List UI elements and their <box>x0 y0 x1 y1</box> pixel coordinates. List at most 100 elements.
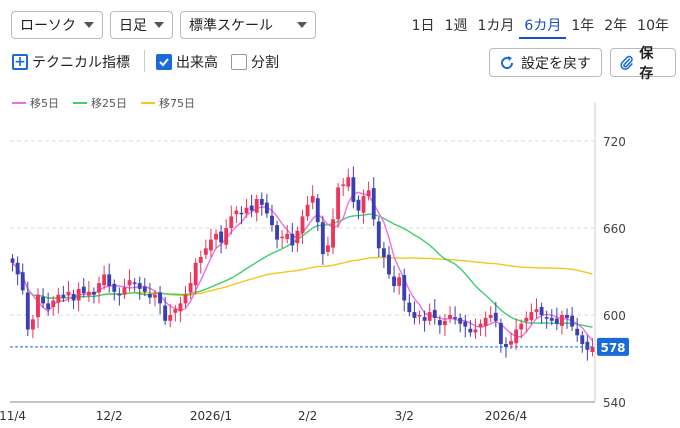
candle-body <box>56 294 61 303</box>
x-tick-label: 2026/1 <box>190 409 232 423</box>
tab-period-6m[interactable]: 6カ月 <box>519 15 567 39</box>
candle-body <box>71 293 76 301</box>
candle-body <box>264 202 269 214</box>
candle-body <box>549 317 554 321</box>
candle-body <box>432 309 437 318</box>
candle-body <box>107 274 112 286</box>
candle-body <box>168 315 173 321</box>
candle-body <box>188 283 193 293</box>
candle-body <box>468 328 473 333</box>
candle-body <box>407 302 412 313</box>
candles <box>10 166 595 361</box>
save-button[interactable]: 保存 <box>610 46 676 82</box>
candle-body <box>117 293 122 296</box>
candle-body <box>132 282 137 284</box>
candle-body <box>539 307 544 315</box>
divider <box>144 50 145 72</box>
candle-body <box>275 225 279 240</box>
candle-body <box>193 262 198 286</box>
candle-body <box>351 177 356 202</box>
chart-axes: 720 660 600 540 11/4 12/2 2026/1 2/2 3/2 2026/4 57… <box>0 102 629 423</box>
interval-select[interactable]: 日足 <box>110 11 173 39</box>
tab-period-1d[interactable]: 1日 <box>411 18 435 34</box>
tab-period-10y[interactable]: 10年 <box>637 18 669 34</box>
chart-type-value: ローソク <box>20 18 76 34</box>
candle-body <box>219 231 224 243</box>
y-tick-label: 720 <box>603 135 626 149</box>
volume-checkbox[interactable]: 出来高 <box>156 52 218 72</box>
candle-body <box>305 204 310 217</box>
candle-body <box>458 317 463 324</box>
chevron-down-icon <box>154 22 164 28</box>
candle-body <box>346 177 351 187</box>
tab-period-2y[interactable]: 2年 <box>604 18 628 34</box>
candle-body <box>448 315 452 319</box>
candle-body <box>356 199 361 211</box>
candle-body <box>381 248 386 257</box>
candle-body <box>473 329 478 333</box>
candle-body <box>392 276 396 286</box>
split-label: 分割 <box>251 55 279 71</box>
candle-body <box>483 317 488 326</box>
tab-period-1y[interactable]: 1年 <box>571 18 595 34</box>
candle-body <box>514 329 519 344</box>
volume-label: 出来高 <box>176 55 218 71</box>
candle-body <box>575 328 580 336</box>
candle-body <box>198 257 203 263</box>
candle-body <box>498 322 503 344</box>
technical-indicator-button[interactable]: + テクニカル指標 <box>12 52 130 72</box>
candle-body <box>61 294 66 298</box>
chart-type-select[interactable]: ローソク <box>11 11 103 39</box>
candle-body <box>102 274 107 286</box>
candle-body <box>259 199 264 205</box>
candle-body <box>488 315 493 318</box>
chevron-down-icon <box>297 22 307 28</box>
candle-body <box>331 219 335 248</box>
candle-body <box>229 216 234 228</box>
period-tabs: 1日 1週 1カ月 6カ月 1年 2年 10年 <box>407 15 674 39</box>
tab-period-1m[interactable]: 1カ月 <box>477 18 515 34</box>
candle-body <box>524 317 529 322</box>
candle-body <box>376 221 381 249</box>
candle-body <box>76 288 81 301</box>
candle-body <box>285 233 290 239</box>
candle-body <box>36 294 40 318</box>
candle-body <box>519 323 524 330</box>
x-tick-label: 2/2 <box>298 409 317 423</box>
legend-label-ma5: 移5日 <box>30 97 59 110</box>
candle-body <box>397 277 402 286</box>
candle-body <box>30 319 35 330</box>
x-tick-label: 3/2 <box>395 409 414 423</box>
candle-body <box>46 303 51 310</box>
candle-body <box>137 283 142 289</box>
candle-body <box>163 305 168 321</box>
candle-body <box>336 187 341 220</box>
split-checkbox[interactable]: 分割 <box>231 52 279 72</box>
candle-body <box>402 275 407 301</box>
checkbox-checked-icon <box>156 54 172 70</box>
candle-body <box>443 320 447 326</box>
candle-body <box>463 321 468 327</box>
candle-body <box>178 303 183 312</box>
candle-body <box>203 248 208 255</box>
candle-body <box>92 291 96 295</box>
candle-body <box>412 312 417 318</box>
candle-body <box>422 317 427 321</box>
reset-settings-button[interactable]: 設定を戻す <box>489 48 602 77</box>
candle-body <box>590 346 595 352</box>
candle-body <box>142 286 147 292</box>
candle-body <box>290 233 295 246</box>
candle-body <box>25 292 30 330</box>
candle-body <box>20 272 25 291</box>
candle-body <box>66 291 71 296</box>
checkbox-empty-icon <box>231 54 247 70</box>
candle-body <box>112 283 117 292</box>
scale-select[interactable]: 標準スケール <box>180 11 316 39</box>
candle-body <box>254 199 259 213</box>
candle-body <box>361 196 366 213</box>
candle-body <box>41 296 45 304</box>
candle-body <box>214 233 218 240</box>
candle-body <box>560 315 564 326</box>
tab-period-1w[interactable]: 1週 <box>444 18 468 34</box>
